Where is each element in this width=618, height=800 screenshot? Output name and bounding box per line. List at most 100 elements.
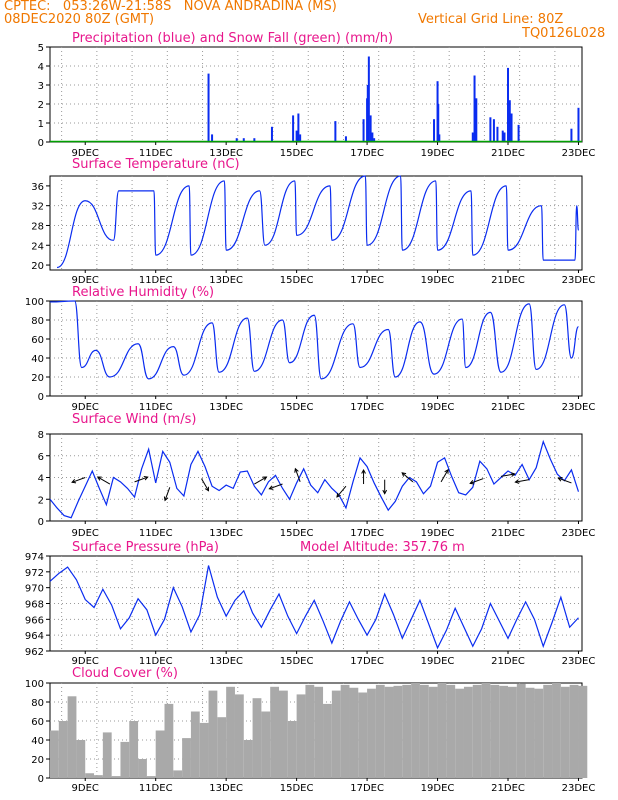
- cloud-bar: [499, 685, 509, 778]
- humidity-ytick-label: 0: [38, 392, 44, 403]
- cloud-bar: [226, 686, 235, 778]
- precip-xtick-label: 17DEC: [350, 148, 384, 159]
- precip-bar: [367, 56, 370, 142]
- humidity-xtick-label: 9DEC: [72, 402, 99, 413]
- cloud-bar: [67, 696, 77, 778]
- wind-xtick-label: 11DEC: [139, 528, 173, 539]
- cloud-xtick-label: 23DEC: [562, 783, 596, 794]
- cloud-bar: [516, 683, 526, 778]
- pressure-xtick-label: 11DEC: [139, 656, 173, 667]
- temp-xtick-label: 17DEC: [350, 275, 384, 286]
- temp-xtick-label: 19DEC: [421, 275, 455, 286]
- header-code: TQ0126L028: [522, 26, 606, 41]
- wind-arrow: [97, 476, 111, 485]
- cloud-bar: [208, 690, 218, 778]
- precip-xtick-label: 15DEC: [280, 148, 314, 159]
- wind-ytick-label: 8: [38, 430, 44, 441]
- wind-arrow: [440, 469, 449, 483]
- wind-arrow-head: [262, 476, 268, 481]
- temp-xtick-label: 13DEC: [209, 275, 243, 286]
- humidity-ytick-label: 20: [31, 373, 44, 384]
- cloud-ytick-label: 60: [31, 717, 44, 728]
- cloud-bar: [261, 711, 271, 778]
- cloud-bar: [50, 730, 59, 778]
- temp-ytick-label: 36: [31, 182, 44, 193]
- temp-ytick-label: 24: [31, 241, 44, 252]
- precip-bar: [207, 73, 210, 142]
- wind-arrow: [470, 478, 484, 484]
- wind-arrow-head: [204, 486, 210, 492]
- cloud-bar: [129, 721, 139, 778]
- cloud-bar: [94, 775, 103, 778]
- precip-bar: [270, 126, 273, 142]
- precip-bar: [507, 67, 510, 142]
- pressure-altitude-label: Model Altitude: 357.76 m: [300, 540, 465, 555]
- precip-bar: [475, 98, 478, 142]
- wind-arrow: [515, 479, 530, 483]
- precip-bar: [242, 138, 245, 142]
- wind-arrow-head: [382, 489, 388, 495]
- cloud-bar: [85, 773, 95, 778]
- wind-arrow-head: [143, 475, 149, 481]
- cloud-bar: [349, 687, 359, 778]
- humidity-xtick-label: 19DEC: [421, 402, 455, 413]
- precip-bar: [366, 85, 369, 142]
- cloud-bar: [164, 703, 174, 778]
- humidity-title: Relative Humidity (%): [72, 285, 214, 300]
- precip-bar: [295, 130, 298, 142]
- wind-xtick-label: 17DEC: [350, 528, 384, 539]
- cloud-bar: [331, 690, 341, 778]
- pressure-ytick-label: 974: [25, 552, 44, 563]
- wind-arrow-head: [401, 472, 407, 477]
- pressure-xtick-label: 23DEC: [562, 656, 596, 667]
- precip-bar: [299, 134, 302, 142]
- wind-arrow-head: [96, 476, 102, 481]
- cloud-bar: [155, 730, 165, 778]
- cloud-bar: [472, 684, 482, 778]
- pressure-xtick-label: 17DEC: [350, 656, 384, 667]
- wind-arrow: [558, 477, 572, 484]
- precip-ytick-label: 3: [38, 81, 44, 92]
- humidity-ytick-label: 60: [31, 335, 44, 346]
- wind-arrow: [71, 477, 86, 483]
- cloud-bar: [508, 686, 517, 778]
- cloud-bar: [76, 740, 86, 778]
- pressure-ytick-label: 966: [25, 615, 44, 626]
- cloud-ytick-label: 100: [25, 679, 44, 690]
- precip-bar: [471, 132, 474, 142]
- temp-xtick-label: 11DEC: [139, 275, 173, 286]
- cloud-bar: [428, 686, 438, 778]
- cloud-bar: [217, 717, 227, 778]
- cloud-bar: [490, 684, 500, 778]
- humidity-xtick-label: 17DEC: [350, 402, 384, 413]
- humidity-ytick-label: 100: [25, 297, 44, 308]
- humidity-frame: [49, 300, 583, 397]
- cloud-bar: [111, 776, 121, 778]
- pressure-xtick-label: 15DEC: [280, 656, 314, 667]
- cloud-bar: [463, 686, 473, 778]
- precip-bar: [433, 119, 436, 142]
- wind-arrow: [201, 478, 209, 491]
- cloud-bar: [446, 684, 456, 778]
- precip-ytick-label: 5: [38, 43, 44, 54]
- precip-xtick-label: 21DEC: [491, 148, 525, 159]
- precip-bar: [510, 113, 513, 142]
- wind-ytick-label: 2: [38, 495, 44, 506]
- cloud-bar: [199, 722, 209, 778]
- cloud-bar: [279, 690, 288, 778]
- wind-xtick-label: 15DEC: [280, 528, 314, 539]
- temp-xtick-label: 15DEC: [280, 275, 314, 286]
- wind-ytick-label: 0: [38, 517, 44, 528]
- precip-bar: [501, 130, 504, 142]
- temp-frame: [49, 175, 583, 271]
- pressure-title: Surface Pressure (hPa): [72, 540, 219, 555]
- wind-arrow-head: [336, 492, 341, 498]
- cloud-bar: [120, 741, 130, 778]
- cloud-bar: [358, 692, 368, 778]
- header-station: CPTEC: 053:26W-21:58S NOVA ANDRADINA (MS…: [4, 0, 337, 14]
- precip-bar: [297, 113, 300, 142]
- cloud-bar: [393, 685, 403, 778]
- wind-line: [49, 439, 580, 519]
